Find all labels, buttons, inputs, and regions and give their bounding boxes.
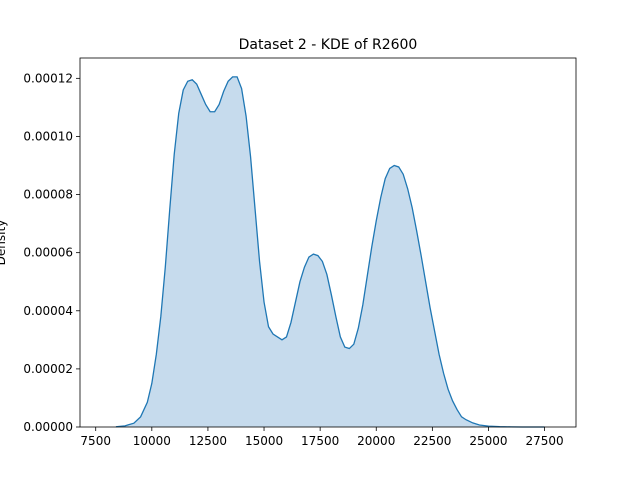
y-axis-label: Density	[0, 220, 8, 266]
y-tick-label: 0.00010	[23, 129, 73, 143]
density-curve	[115, 76, 545, 428]
y-tick-label: 0.00006	[23, 246, 73, 260]
chart-title: Dataset 2 - KDE of R2600	[239, 37, 418, 53]
x-tick-label: 15000	[245, 434, 283, 448]
x-tick-label: 27500	[525, 434, 563, 448]
y-tick-label: 0.00004	[23, 304, 73, 318]
x-tick-label: 10000	[133, 434, 171, 448]
x-tick-label: 12500	[189, 434, 227, 448]
y-tick-label: 0.00012	[23, 71, 73, 85]
x-tick-label: 17500	[301, 434, 339, 448]
x-tick-label: 22500	[413, 434, 451, 448]
y-tick-label: 0.00008	[23, 188, 73, 202]
x-axis: 7500 10000 12500 15000 17500 20000 22500 25000 2…	[80, 427, 564, 448]
x-tick-label: 7500	[80, 434, 111, 448]
plot-area	[115, 76, 545, 428]
density-area-fill	[115, 76, 545, 427]
x-tick-label: 25000	[469, 434, 507, 448]
y-tick-label: 0.00002	[23, 362, 73, 376]
x-tick-label: 20000	[357, 434, 395, 448]
y-tick-label: 0.00000	[23, 420, 73, 434]
y-axis: 0.00000 0.00002 0.00004 0.00006 0.00008 0.000…	[23, 71, 80, 434]
axes-frame	[79, 57, 577, 428]
